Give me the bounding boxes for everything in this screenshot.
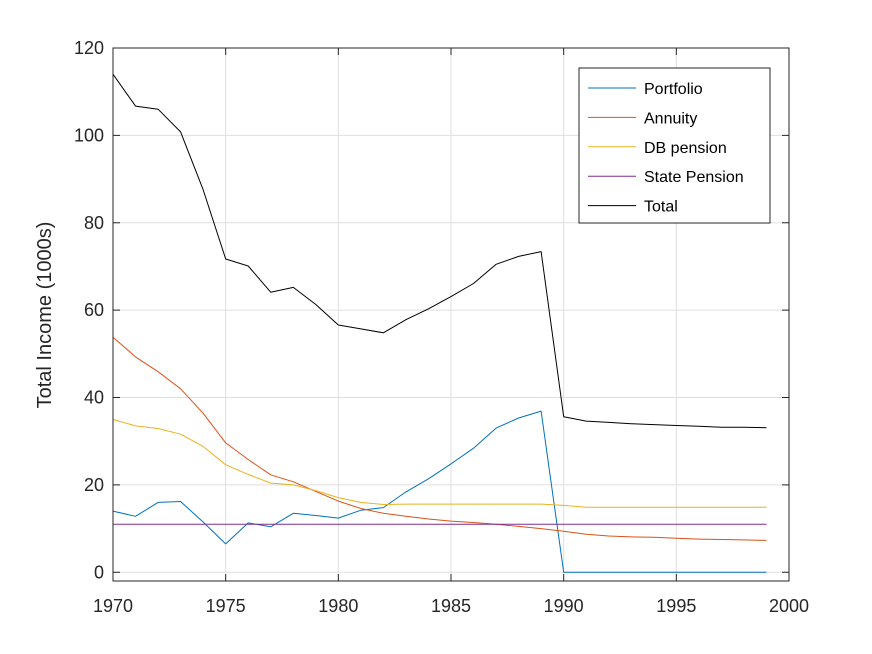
x-tick-label: 1995 (656, 596, 696, 616)
legend-label-portfolio: Portfolio (644, 81, 703, 98)
legend-label-db-pension: DB pension (644, 140, 727, 157)
x-tick-label: 2000 (769, 596, 809, 616)
x-tick-label: 1970 (93, 596, 133, 616)
y-tick-label: 0 (94, 562, 104, 582)
x-tick-label: 1985 (431, 596, 471, 616)
legend-label-total: Total (644, 199, 678, 216)
series-line-db-pension (112, 418, 767, 508)
series-group (112, 73, 767, 573)
series-line-annuity (112, 336, 767, 541)
y-axis-title: Total Income (1000s) (34, 222, 56, 409)
series-line-total (112, 73, 767, 429)
x-tick-label: 1975 (206, 596, 246, 616)
y-tick-label: 100 (74, 125, 104, 145)
x-tick-label: 1980 (318, 596, 358, 616)
axis-ticks: 1970 1975 1980 1985 1990 1995 2000 0 20 40 60 80 100… (74, 38, 809, 616)
legend: Portfolio Annuity DB pension State Pension T… (578, 67, 771, 224)
y-tick-label: 20 (84, 475, 104, 495)
y-tick-label: 40 (84, 388, 104, 408)
y-tick-label: 80 (84, 213, 104, 233)
legend-label-state-pension: State Pension (644, 169, 744, 186)
legend-box (578, 67, 771, 224)
y-tick-label: 120 (74, 38, 104, 58)
y-tick-label: 60 (84, 300, 104, 320)
legend-label-annuity: Annuity (644, 110, 697, 127)
series-line-portfolio (112, 410, 767, 573)
x-tick-label: 1990 (544, 596, 584, 616)
